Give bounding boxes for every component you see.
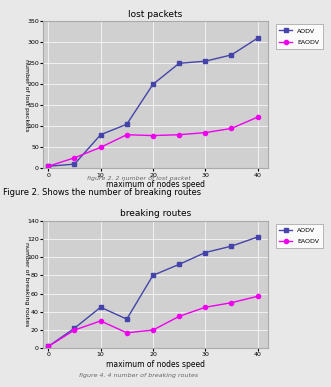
- EAODV: [46, 164, 50, 169]
- AODV: [151, 273, 155, 277]
- Legend: AODV, EAODV: AODV, EAODV: [276, 24, 323, 49]
- AODV: [229, 53, 233, 57]
- AODV: [256, 235, 260, 239]
- Legend: AODV, EAODV: AODV, EAODV: [276, 224, 323, 248]
- AODV: [203, 250, 207, 255]
- Line: AODV: AODV: [46, 36, 260, 168]
- Text: Figure 2. Shows the number of breaking routes: Figure 2. Shows the number of breaking r…: [3, 188, 202, 197]
- EAODV: [151, 133, 155, 138]
- AODV: [72, 162, 76, 166]
- EAODV: [125, 330, 129, 335]
- AODV: [151, 82, 155, 87]
- AODV: [125, 122, 129, 127]
- EAODV: [99, 319, 103, 323]
- EAODV: [177, 132, 181, 137]
- EAODV: [72, 328, 76, 332]
- AODV: [46, 164, 50, 169]
- EAODV: [72, 156, 76, 160]
- EAODV: [256, 294, 260, 299]
- AODV: [177, 61, 181, 66]
- EAODV: [46, 344, 50, 349]
- AODV: [177, 262, 181, 267]
- Line: AODV: AODV: [46, 235, 260, 349]
- Text: figure 4. 4 number of breaking routes: figure 4. 4 number of breaking routes: [79, 373, 199, 378]
- EAODV: [256, 115, 260, 120]
- Text: figure 2. 2 number of lost packet: figure 2. 2 number of lost packet: [87, 176, 191, 181]
- EAODV: [99, 145, 103, 150]
- Line: EAODV: EAODV: [46, 115, 260, 168]
- AODV: [125, 317, 129, 322]
- EAODV: [229, 126, 233, 131]
- Line: EAODV: EAODV: [46, 294, 260, 349]
- Y-axis label: number of breaking routes: number of breaking routes: [24, 242, 29, 327]
- X-axis label: maximum of nodes speed: maximum of nodes speed: [106, 180, 205, 189]
- EAODV: [151, 328, 155, 332]
- AODV: [203, 59, 207, 63]
- Y-axis label: number of lost packets: number of lost packets: [24, 58, 29, 131]
- AODV: [229, 244, 233, 248]
- EAODV: [229, 300, 233, 305]
- Title: lost packets: lost packets: [128, 10, 183, 19]
- EAODV: [125, 132, 129, 137]
- AODV: [46, 344, 50, 349]
- EAODV: [177, 314, 181, 319]
- AODV: [99, 132, 103, 137]
- AODV: [72, 326, 76, 330]
- X-axis label: maximum of nodes speed: maximum of nodes speed: [106, 360, 205, 369]
- EAODV: [203, 305, 207, 310]
- EAODV: [203, 130, 207, 135]
- AODV: [99, 305, 103, 310]
- Title: breaking routes: breaking routes: [120, 209, 191, 218]
- AODV: [256, 36, 260, 40]
